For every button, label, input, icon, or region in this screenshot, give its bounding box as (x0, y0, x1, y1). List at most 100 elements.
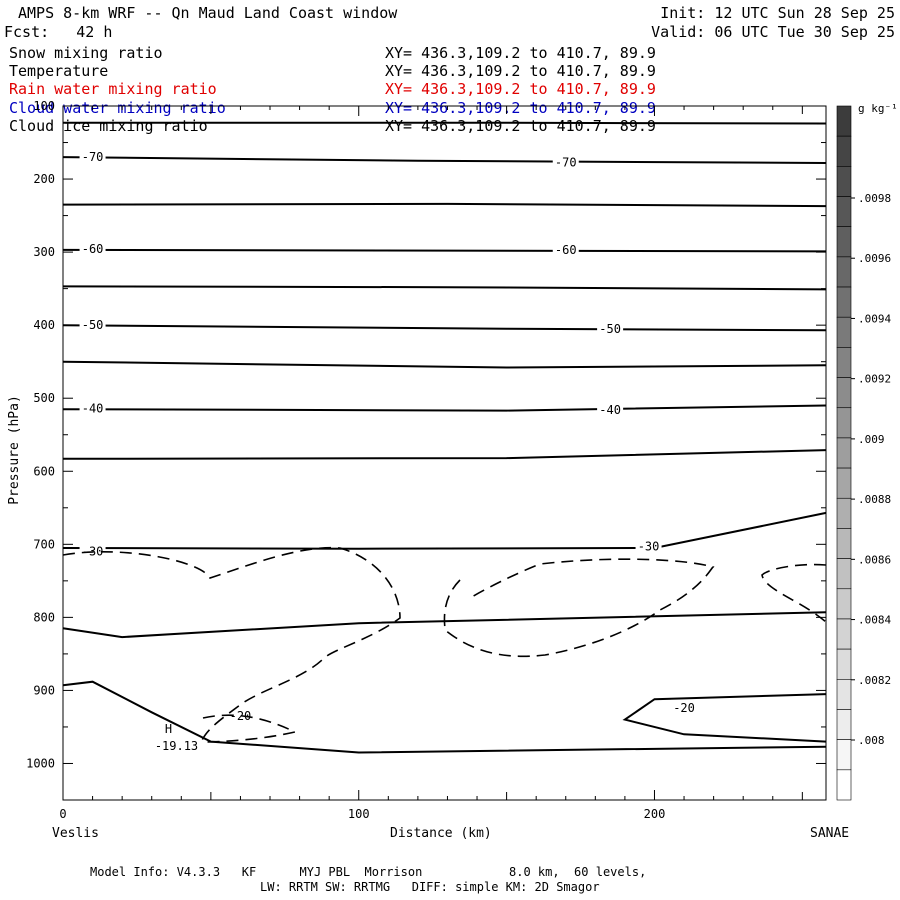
colorbar-segment (836, 618, 852, 650)
colorbar-tick-label: .008 (858, 734, 885, 747)
y-tick-label: 700 (33, 537, 55, 551)
field-xy: XY= 436.3,109.2 to 410.7, 89.9 (385, 98, 656, 117)
x-tick-label: 200 (644, 807, 666, 821)
temperature-contour (63, 121, 827, 125)
colorbar-segment (836, 769, 852, 801)
colorbar-tick-label: .0096 (858, 252, 891, 265)
init-time: Init: 12 UTC Sun 28 Sep 25 (660, 4, 895, 22)
colorbar-segment (836, 437, 852, 469)
y-tick-label: 400 (33, 318, 55, 332)
temperature-contour (62, 511, 827, 550)
chart-title: AMPS 8-km WRF -- Qn Maud Land Coast wind… (18, 4, 398, 22)
colorbar-tick-label: .009 (858, 433, 885, 446)
field-name: Temperature (9, 62, 109, 81)
colorbar-tick-label: .0094 (858, 312, 891, 325)
colorbar-segment (836, 739, 852, 771)
contour-label-bg (671, 699, 698, 714)
colorbar-segment (836, 709, 852, 740)
colorbar-segment (836, 286, 852, 318)
field-xy: XY= 436.3,109.2 to 410.7, 89.9 (385, 80, 656, 99)
contour-label: -50 (599, 322, 621, 336)
colorbar-segment (836, 256, 852, 288)
contour-label: -60 (555, 243, 577, 257)
extremum-marker: H (165, 722, 172, 736)
y-axis-label: Pressure (hPa) (7, 395, 22, 505)
colorbar-segment (836, 347, 852, 378)
field-name: Rain water mixing ratio (9, 80, 217, 99)
colorbar-unit: g kg⁻¹ (858, 102, 898, 115)
colorbar-segment (836, 679, 852, 710)
temperature-contour (62, 248, 827, 253)
extremum-value: -19.13 (155, 739, 198, 753)
field-xy: XY= 436.3,109.2 to 410.7, 89.9 (385, 116, 656, 135)
contour-label-bg (597, 401, 624, 416)
contour-label: -70 (82, 150, 104, 164)
contour-label-bg (227, 707, 254, 722)
colorbar-segment (836, 316, 852, 348)
field-xy: XY= 436.3,109.2 to 410.7, 89.9 (385, 62, 656, 81)
field-xy: XY= 436.3,109.2 to 410.7, 89.9 (385, 44, 656, 62)
colorbar-segment (836, 105, 852, 137)
mixing-ratio-contour (761, 563, 827, 623)
contour-label: -20 (673, 701, 695, 715)
y-tick-label: 600 (33, 464, 55, 478)
x-axis-label: Distance (km) (390, 826, 492, 841)
contour-label-bg (597, 320, 624, 335)
field-name: Snow mixing ratio (9, 44, 163, 62)
colorbar-segment (836, 648, 852, 680)
colorbar-segment (836, 226, 852, 258)
colorbar-segment (836, 407, 852, 439)
y-tick-label: 200 (33, 172, 55, 186)
contour-label: -20 (230, 709, 252, 723)
valid-time: Valid: 06 UTC Tue 30 Sep 25 (651, 23, 895, 41)
contour-label: -70 (555, 155, 577, 169)
y-tick-label: 1000 (26, 756, 55, 770)
colorbar-tick-label: .0088 (858, 493, 891, 506)
temperature-contour (62, 404, 827, 412)
contour-label-bg (635, 538, 662, 553)
contour-label: -40 (599, 403, 621, 417)
colorbar-segment (836, 135, 852, 167)
colorbar-segment (836, 588, 852, 620)
y-tick-label: 500 (33, 391, 55, 405)
y-tick-label: 900 (33, 683, 55, 697)
contour-label-bg (79, 400, 106, 415)
colorbar-tick-label: .0086 (858, 553, 891, 566)
colorbar-segment (836, 196, 852, 227)
x-tick-label: 100 (348, 807, 370, 821)
field-name: Cloud water mixing ratio (9, 98, 226, 117)
mixing-ratio-contour (202, 714, 298, 743)
contour-label: -60 (82, 242, 104, 256)
colorbar-segment (836, 558, 852, 590)
colorbar-segment (836, 166, 852, 197)
x-tick-label: 0 (59, 807, 66, 821)
plot-frame (62, 105, 827, 801)
y-tick-label: 800 (33, 610, 55, 624)
temperature-contour (62, 156, 827, 164)
contour-label-bg (79, 543, 106, 558)
colorbar-segment (836, 528, 852, 559)
forecast-hour: Fcst: 42 h (4, 23, 113, 41)
colorbar-tick-label: .0082 (858, 674, 891, 687)
model-info-line1: Model Info: V4.3.3 KF MYJ PBL Morrison 8… (90, 865, 647, 879)
temperature-contour (62, 611, 827, 639)
x-end-label-right: SANAE (810, 826, 849, 841)
colorbar-tick-label: .0092 (858, 373, 891, 386)
model-info-line2: LW: RRTM SW: RRTMG DIFF: simple KM: 2D S… (260, 880, 600, 894)
mixing-ratio-contour (443, 558, 715, 658)
colorbar-tick-label: .0098 (858, 192, 891, 205)
temperature-contour (62, 285, 827, 291)
contour-label-bg (79, 317, 106, 332)
colorbar-segment (836, 497, 852, 529)
temperature-contour (62, 324, 827, 332)
y-tick-label: 100 (33, 99, 55, 113)
temperature-contour (62, 449, 827, 460)
contour-label-bg (79, 241, 106, 256)
contour-label: -40 (82, 401, 104, 415)
contour-label-bg (552, 241, 579, 256)
field-name: Cloud ice mixing ratio (9, 116, 208, 135)
contour-label-bg (552, 154, 579, 169)
temperature-contour (62, 202, 827, 208)
contour-label: -30 (638, 540, 660, 554)
temperature-contour (62, 680, 827, 754)
